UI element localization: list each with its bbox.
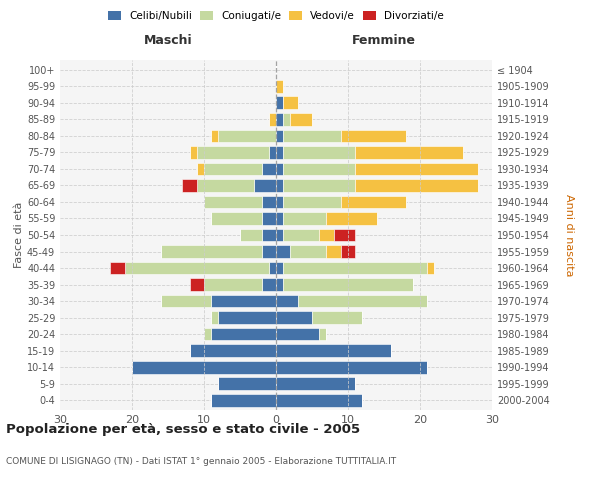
Y-axis label: Fasce di età: Fasce di età <box>14 202 24 268</box>
Bar <box>283 212 326 225</box>
Bar <box>197 162 204 175</box>
Bar <box>182 179 197 192</box>
Bar <box>262 245 276 258</box>
Bar <box>355 146 463 159</box>
Legend: Celibi/Nubili, Coniugati/e, Vedovi/e, Divorziati/e: Celibi/Nubili, Coniugati/e, Vedovi/e, Di… <box>105 8 447 24</box>
Bar <box>319 328 326 340</box>
Bar <box>204 162 262 175</box>
Bar <box>269 262 276 274</box>
Bar <box>276 113 283 126</box>
Bar <box>218 377 276 390</box>
Bar <box>240 228 262 241</box>
Y-axis label: Anni di nascita: Anni di nascita <box>563 194 574 276</box>
Bar <box>276 278 283 291</box>
Bar <box>125 262 269 274</box>
Bar <box>276 212 283 225</box>
Bar <box>290 245 326 258</box>
Bar <box>283 262 427 274</box>
Bar <box>262 212 276 225</box>
Bar <box>218 311 276 324</box>
Bar <box>283 228 319 241</box>
Bar <box>326 212 377 225</box>
Bar <box>161 294 211 308</box>
Text: Maschi: Maschi <box>143 34 193 47</box>
Bar <box>269 146 276 159</box>
Bar <box>211 394 276 406</box>
Bar <box>276 262 283 274</box>
Bar <box>319 228 334 241</box>
Bar <box>298 294 427 308</box>
Bar <box>326 245 341 258</box>
Bar <box>276 96 283 110</box>
Bar <box>276 146 283 159</box>
Bar <box>254 179 276 192</box>
Text: Femmine: Femmine <box>352 34 416 47</box>
Bar <box>276 394 362 406</box>
Text: COMUNE DI LISIGNAGO (TN) - Dati ISTAT 1° gennaio 2005 - Elaborazione TUTTITALIA.: COMUNE DI LISIGNAGO (TN) - Dati ISTAT 1°… <box>6 458 396 466</box>
Bar <box>283 130 341 142</box>
Bar <box>283 113 290 126</box>
Bar <box>355 162 478 175</box>
Bar <box>204 278 262 291</box>
Bar <box>276 162 283 175</box>
Bar <box>269 113 276 126</box>
Bar <box>218 130 276 142</box>
Bar <box>161 245 262 258</box>
Bar <box>190 146 197 159</box>
Bar <box>262 228 276 241</box>
Bar <box>341 130 406 142</box>
Bar <box>262 278 276 291</box>
Bar <box>211 294 276 308</box>
Bar <box>197 179 254 192</box>
Bar <box>341 245 355 258</box>
Bar <box>283 196 341 208</box>
Bar <box>276 311 312 324</box>
Bar <box>283 179 355 192</box>
Bar <box>190 278 204 291</box>
Bar <box>355 179 478 192</box>
Bar <box>276 360 427 374</box>
Bar <box>276 377 355 390</box>
Bar <box>290 113 312 126</box>
Bar <box>262 162 276 175</box>
Bar <box>276 228 283 241</box>
Bar <box>197 146 269 159</box>
Bar <box>276 328 319 340</box>
Bar <box>276 294 298 308</box>
Bar <box>132 360 276 374</box>
Bar <box>190 344 276 357</box>
Bar <box>276 80 283 93</box>
Bar <box>283 146 355 159</box>
Bar <box>204 328 211 340</box>
Bar <box>262 196 276 208</box>
Bar <box>211 130 218 142</box>
Bar <box>283 96 298 110</box>
Bar <box>341 196 406 208</box>
Bar <box>276 245 290 258</box>
Bar <box>211 212 262 225</box>
Bar <box>276 179 283 192</box>
Bar <box>110 262 125 274</box>
Bar <box>283 278 413 291</box>
Bar <box>283 162 355 175</box>
Bar <box>334 228 355 241</box>
Bar <box>204 196 262 208</box>
Bar <box>211 311 218 324</box>
Bar <box>427 262 434 274</box>
Text: Popolazione per età, sesso e stato civile - 2005: Popolazione per età, sesso e stato civil… <box>6 422 360 436</box>
Bar <box>276 344 391 357</box>
Bar <box>312 311 362 324</box>
Bar <box>211 328 276 340</box>
Bar <box>276 130 283 142</box>
Bar <box>276 196 283 208</box>
